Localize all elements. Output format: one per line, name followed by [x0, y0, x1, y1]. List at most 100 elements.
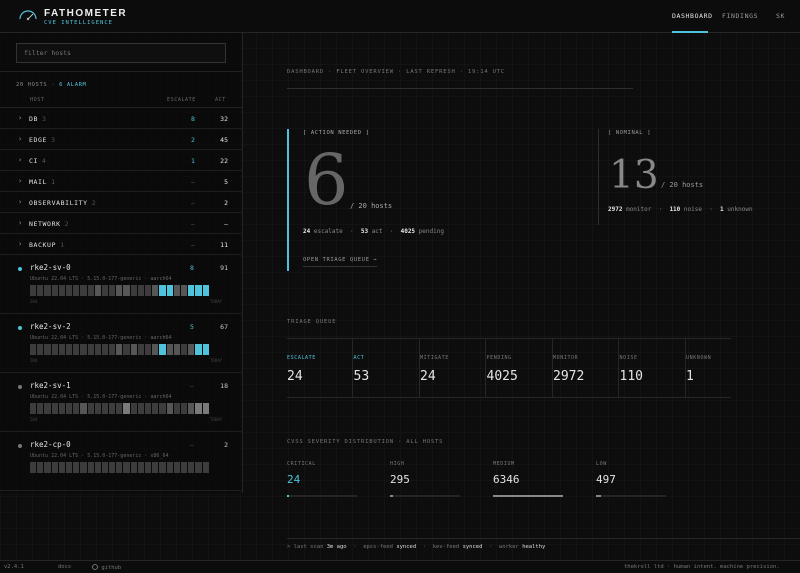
activity-bar [195, 344, 202, 355]
triage-cell-value: 24 [287, 369, 303, 384]
activity-bar [44, 462, 51, 473]
activity-bar [137, 344, 144, 355]
activity-bar [123, 462, 130, 473]
host-os-meta: Ubuntu 22.04 LTS · 5.15.0-177-generic · … [30, 276, 172, 282]
host-group-row[interactable]: › OBSERVABILITY 2—2 [0, 192, 243, 213]
host-row[interactable]: rke2-sv-0 8 91 Ubuntu 22.04 LTS · 5.15.0-17… [0, 255, 243, 314]
activity-bar [188, 285, 195, 296]
triage-cell-mitigate[interactable]: MITIGATE 24 [420, 338, 486, 397]
group-label: BACKUP [29, 241, 57, 249]
active-tab-indicator [672, 31, 708, 33]
action-accent-bar [287, 129, 289, 271]
activity-bar [58, 403, 65, 414]
host-status-dot [18, 326, 22, 330]
group-act-count: 45 [220, 136, 228, 144]
host-group-row[interactable]: › BACKUP 1 — 11 [0, 234, 243, 255]
triage-cell-monitor[interactable]: MONITOR 2972 [553, 338, 619, 397]
host-status-dot [18, 444, 22, 448]
host-sidebar: 20 HOSTS · 6 ALARM HOST ESCALATE ACT › DB… [0, 33, 243, 493]
activity-bar [58, 344, 65, 355]
host-group-row[interactable]: › CI 4 1 22 [0, 150, 243, 171]
host-status-dot [18, 267, 22, 271]
cvss-label: LOW [596, 461, 607, 467]
activity-bar [137, 285, 144, 296]
group-escalate-count: — [191, 220, 195, 228]
group-act-count: 32 [220, 115, 228, 123]
activity-bar [94, 285, 101, 296]
group-name: EDGE 3 [29, 136, 56, 144]
host-group-row[interactable]: › EDGE 3 2 45 [0, 129, 243, 150]
status-line: > last scan 3m ago · epss-feed synced · … [287, 544, 546, 550]
cvss-bar-track [287, 495, 357, 497]
activity-bar [44, 285, 51, 296]
host-escalate-count: — [190, 382, 194, 390]
activity-bar [123, 285, 130, 296]
activity-bar [180, 285, 188, 296]
host-count: 20 HOSTS [16, 82, 48, 88]
triage-cell-unknown[interactable]: UNKNOWN 1 [686, 338, 752, 397]
sparkline-end-label: TODAY [210, 358, 223, 363]
cvss-bar-fill [390, 495, 394, 497]
activity-bar [109, 344, 116, 355]
activity-bar [37, 285, 44, 296]
activity-bar [109, 285, 116, 296]
divider [0, 71, 243, 72]
filter-hosts-input[interactable] [16, 43, 226, 63]
activity-bar [123, 403, 130, 414]
host-group-row[interactable]: › MAIL 1 — 5 [0, 171, 243, 192]
divider [287, 538, 800, 539]
nav-dashboard[interactable]: DASHBOARD [672, 12, 713, 20]
docs-link[interactable]: docs [58, 564, 72, 570]
group-host-count: 3 [42, 115, 47, 123]
triage-cell-escalate[interactable]: ESCALATE 24 [287, 338, 353, 397]
nominal-label: [ NOMINAL ] [608, 130, 652, 136]
activity-bar [188, 403, 195, 414]
group-act-count: 22 [220, 157, 228, 165]
group-escalate-count: — [191, 178, 195, 186]
cvss-distribution-label: CVSS SEVERITY DISTRIBUTION · ALL HOSTS [287, 439, 444, 445]
host-row[interactable]: rke2-sv-1 — 18 Ubuntu 22.04 LTS · 5.15.0-17… [0, 373, 243, 432]
activity-bar [180, 403, 188, 414]
activity-bar [94, 462, 101, 473]
activity-bar [116, 344, 123, 355]
user-menu[interactable]: SK [776, 12, 786, 20]
chevron-right-icon: › [18, 177, 23, 185]
host-os-meta: Ubuntu 22.04 LTS · 5.15.0-177-generic · … [30, 335, 172, 341]
chevron-right-icon: › [18, 198, 23, 206]
activity-bar [159, 462, 166, 473]
activity-bar [87, 462, 94, 473]
group-host-count: 1 [51, 178, 56, 186]
group-act-count: 5 [224, 178, 228, 186]
nav-findings[interactable]: FINDINGS [722, 12, 759, 20]
cvss-value: 497 [596, 473, 616, 486]
host-group-row[interactable]: › NETWORK 2 — — [0, 213, 243, 234]
activity-bar [37, 462, 44, 473]
host-row[interactable]: rke2-sv-2 5 67 Ubuntu 22.04 LTS · 5.15.0-17… [0, 314, 243, 373]
host-row[interactable]: rke2-cp-0 — 2 Ubuntu 22.04 LTS · 5.15.0-177… [0, 432, 243, 491]
activity-bar [188, 344, 195, 355]
activity-bar [37, 403, 44, 414]
activity-bar [94, 403, 101, 414]
group-label: MAIL [29, 178, 48, 186]
group-act-count: 11 [220, 241, 228, 249]
host-activity-sparkline [30, 403, 209, 414]
github-link[interactable]: github [92, 564, 121, 571]
activity-bar [202, 285, 209, 296]
activity-bar [65, 344, 73, 355]
activity-bar [44, 344, 51, 355]
host-name: rke2-cp-0 [30, 440, 71, 449]
activity-bar [51, 403, 58, 414]
open-triage-queue-link[interactable]: OPEN TRIAGE QUEUE → [303, 257, 378, 267]
footer-credit: thekroll ltd · human intent. machine pre… [624, 564, 780, 570]
github-icon [92, 564, 98, 570]
activity-bar [58, 285, 65, 296]
group-host-count: 1 [60, 241, 65, 249]
triage-cell-act[interactable]: ACT 53 [354, 338, 420, 397]
activity-bar [73, 403, 80, 414]
footer: v2.4.1 docs github thekroll ltd · human … [0, 560, 800, 573]
host-group-row[interactable]: › DB 3 8 32 [0, 108, 243, 129]
triage-cell-noise[interactable]: NOISE 110 [620, 338, 686, 397]
activity-bar [80, 285, 87, 296]
group-act-count: — [224, 220, 228, 228]
triage-cell-pending[interactable]: PENDING 4025 [487, 338, 553, 397]
